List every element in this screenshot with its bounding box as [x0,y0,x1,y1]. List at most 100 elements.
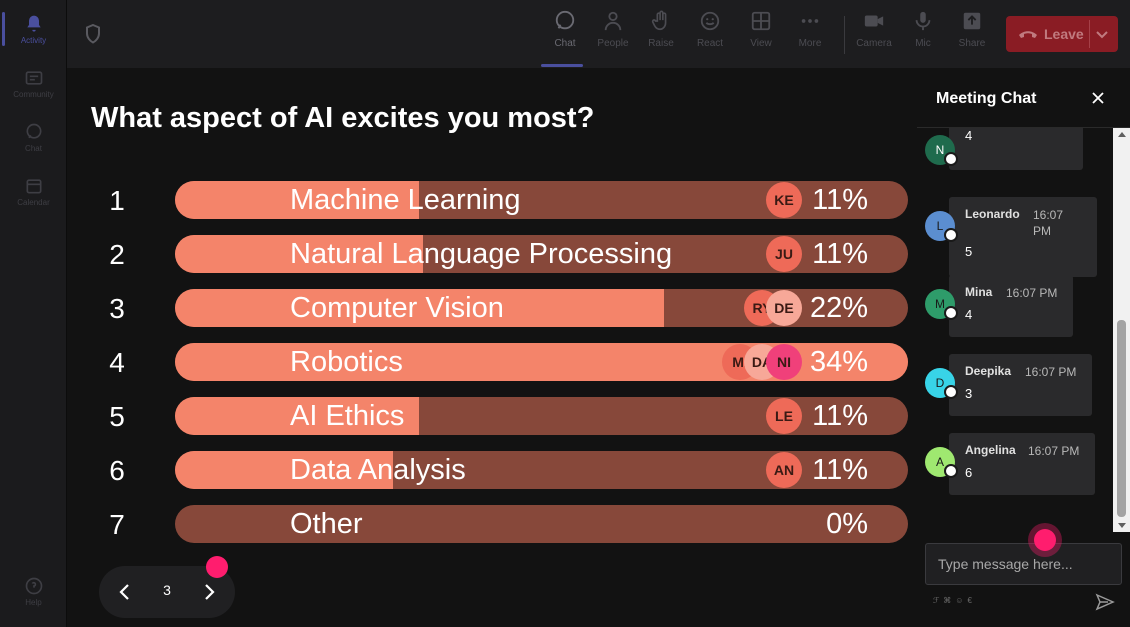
raise-hand-button[interactable]: Raise [639,10,683,60]
chat-scrollbar[interactable] [1113,128,1130,532]
community-icon [25,70,42,85]
calendar-icon [26,178,41,193]
hand-icon [651,10,667,31]
rail-item-activity[interactable]: Activity [0,4,67,54]
bell-icon [26,15,41,31]
share-button[interactable]: Share [950,10,994,60]
voter-avatar: JU [766,236,802,272]
poll-option-row: 7 Other 0% [100,505,908,543]
message-time: 16:07 PM [1006,286,1058,300]
message-text: 4 [965,307,973,322]
chat-header: Meeting Chat [917,68,1130,128]
camera-icon [864,15,884,27]
leave-button-label: Leave [1044,26,1084,42]
rail-item-label: Activity [20,35,47,45]
message-text: 4 [965,128,973,143]
mic-button[interactable]: Mic [901,10,945,60]
message-bubble: Mina 16:07 PM 4 [949,275,1073,337]
send-icon[interactable] [1095,592,1115,612]
message-bubble: Nicole16:07 PM4 [949,128,1083,170]
option-bar: Computer Vision DE RY 22% [175,289,908,327]
rail-item-label: Calendar [17,197,50,207]
chevron-left-icon[interactable] [113,580,137,604]
avatar: A [925,447,958,478]
camera-button[interactable]: Camera [852,10,896,60]
chat-message-list[interactable]: Nicole16:07 PM4N Leonardo 16:07 PM 5L Mina 16… [917,128,1113,532]
rail-item-help[interactable]: Help [0,566,67,616]
format-toolbar: ℱ ⌘ ☺ € [933,596,972,605]
option-percent: 34% [809,346,868,378]
message-time: 16:07 PM [1028,444,1080,458]
avatar: M [925,289,958,320]
camera-button-label: Camera [856,38,892,49]
raise-button-label: Raise [648,38,674,49]
option-bar: AI Ethics LE 11% [175,397,908,435]
option-bar-fill [175,181,419,219]
message-text: 5 [965,244,973,259]
voter-avatar: KE [766,182,802,218]
message-bubble: Deepika 16:07 PM 3 [949,354,1092,416]
option-number: 1 [109,185,125,216]
voter-avatar: AN [766,452,802,488]
attach-icon[interactable]: ⌘ [943,596,952,605]
option-bar: Other 0% [175,505,908,543]
voter-avatars: AN [766,452,802,488]
react-button[interactable]: React [688,10,732,60]
ellipsis-icon [801,19,819,23]
emoji-icon[interactable]: ☺ [955,596,964,605]
option-percent: 11% [812,184,868,216]
leave-button[interactable]: Leave [1006,16,1118,52]
poll-title: What aspect of AI excites you most? [91,102,595,134]
format-icon[interactable]: ℱ [933,596,940,605]
scroll-up-icon[interactable] [1118,132,1126,137]
people-button[interactable]: People [591,10,635,60]
share-button-label: Share [958,38,986,49]
poll-option-row: 1 Machine Learning KE 11% [100,181,908,219]
option-number: 6 [109,455,125,486]
voter-avatar: LE [766,398,802,434]
message-bubble: Leonardo 16:07 PM 5 [949,197,1097,277]
option-number: 4 [109,347,125,378]
option-bar: Robotics NI DA MI 34% [175,343,908,381]
shield-icon [86,24,100,44]
voter-avatars: DE RY [744,290,802,326]
scrollbar-thumb[interactable] [1117,320,1126,517]
rail-item-label: Help [25,597,42,607]
close-icon[interactable] [1090,90,1106,106]
option-number: 3 [109,293,125,324]
option-percent: 11% [812,238,868,270]
option-bar: Machine Learning KE 11% [175,181,908,219]
option-label: Machine Learning [290,184,521,216]
option-label: Other [290,508,363,540]
chat-button-label: Chat [554,38,576,49]
chat-panel: Meeting Chat Nicole16:07 PM4N Leonardo 16:… [917,68,1130,627]
chat-button[interactable]: Chat [541,10,587,67]
poll-option-row: 5 AI Ethics LE 11% [100,397,908,435]
option-percent: 11% [812,400,868,432]
chevron-down-icon[interactable] [1095,27,1109,41]
option-number: 7 [109,509,125,540]
rail-item-chat[interactable]: Chat [0,112,67,162]
rail-item-calendar[interactable]: Calendar [0,166,67,216]
rail-item-community[interactable]: Community [0,58,67,108]
view-button[interactable]: View [739,10,783,60]
chat-title: Meeting Chat [936,90,1037,107]
message-text: 6 [965,465,973,480]
voter-avatar: DE [766,290,802,326]
scroll-down-icon[interactable] [1118,523,1126,528]
option-number: 5 [109,401,125,432]
option-bar-fill [175,289,664,327]
more-button-label: More [798,38,822,49]
option-label: Data Analysis [290,454,466,486]
share-icon [963,12,981,30]
left-rail: Activity Community Chat Calendar Help [0,0,67,627]
mic-button-label: Mic [915,38,931,49]
voter-avatar: NI [766,344,802,380]
message-sender: Angelina [965,443,1016,457]
more-button[interactable]: More [788,10,832,60]
voter-avatars: LE [766,398,802,434]
chevron-right-icon[interactable] [197,580,221,604]
gif-icon[interactable]: € [967,596,972,605]
chat-icon [26,123,41,139]
chat-message-input[interactable] [925,543,1122,585]
